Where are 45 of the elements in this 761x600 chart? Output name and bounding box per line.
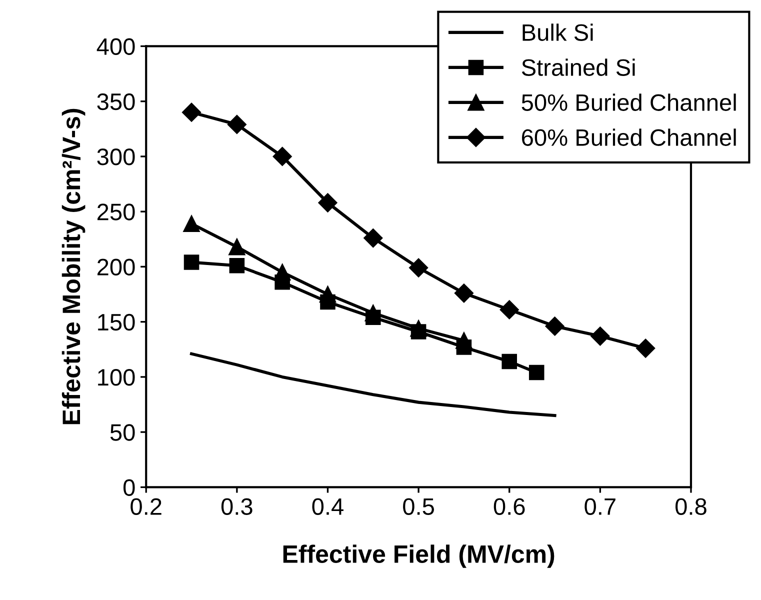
x-tick-label: 0.7 (584, 498, 616, 515)
legend-label: Strained Si (522, 58, 635, 76)
x-tick-label: 0.8 (676, 498, 706, 515)
point (528, 364, 544, 380)
y-tick-label: 150 (98, 314, 135, 331)
point (456, 340, 472, 355)
x-tick-label: 0.3 (221, 498, 252, 515)
point (320, 294, 336, 310)
point (636, 338, 656, 358)
x-tick-label: 0.2 (130, 498, 162, 515)
legend-label: 50% Buried Channel (522, 94, 736, 111)
x-tick-label: 0.6 (494, 498, 525, 515)
point (590, 326, 610, 346)
y-tick-label: 50 (110, 424, 135, 441)
point (454, 284, 474, 303)
legend-label: 60% Buried Channel (522, 128, 736, 146)
x-tick-label: 0.4 (312, 498, 344, 515)
line-series (190, 352, 556, 418)
point (318, 193, 338, 212)
y-tick-label: 400 (96, 38, 135, 55)
point (364, 228, 383, 248)
point (227, 114, 246, 134)
point (545, 316, 564, 336)
x-tick-label: 0.5 (403, 498, 434, 515)
point (502, 354, 517, 370)
point (184, 254, 200, 270)
point (274, 274, 290, 290)
y-tick-label: 0 (123, 479, 135, 496)
y-tick-label: 100 (98, 369, 135, 386)
legend-label: Bulk Si (522, 24, 593, 41)
y-tick-label: 250 (97, 204, 135, 220)
point (500, 300, 519, 320)
point (229, 258, 245, 274)
point (366, 310, 381, 326)
y-tick-label: 300 (97, 148, 135, 166)
x-axis-title: Effective Field (MV/cm) (283, 544, 554, 568)
y-tick-label: 200 (97, 258, 135, 276)
y-tick-label: 350 (97, 93, 135, 110)
point (183, 215, 200, 232)
y-axis-title: Effective Mobility (cm²/V-s) (62, 108, 86, 424)
point (409, 258, 428, 278)
point (410, 324, 426, 340)
point (272, 146, 292, 166)
point (182, 102, 202, 122)
point (228, 238, 246, 256)
